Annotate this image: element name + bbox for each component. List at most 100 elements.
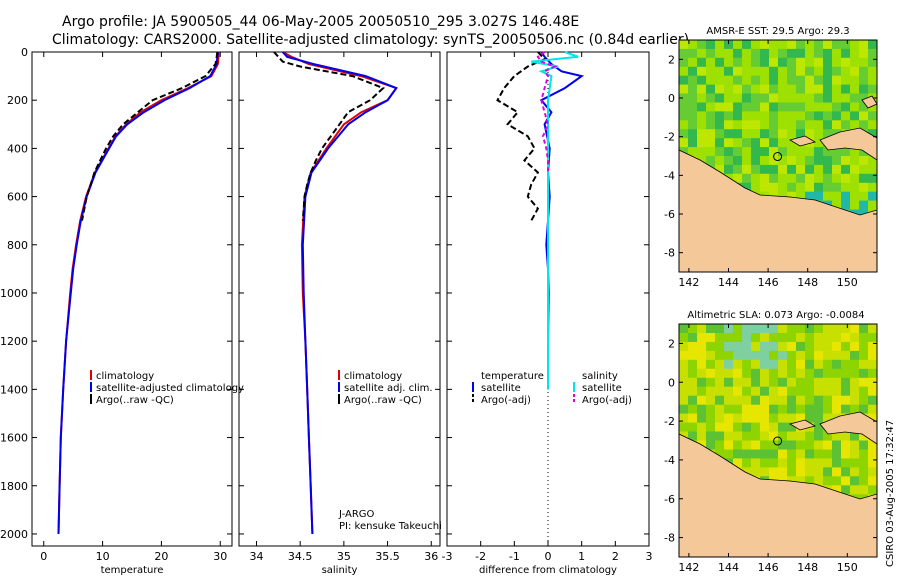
heatmap-cell [697, 147, 707, 157]
heatmap-cell [850, 191, 860, 202]
heatmap-cell [787, 449, 797, 460]
heatmap-cell [733, 75, 743, 86]
heatmap-cell [796, 191, 806, 202]
heatmap-cell [751, 138, 761, 148]
heatmap-cell [733, 147, 743, 157]
heatmap-cell [760, 102, 770, 112]
heatmap-cell [841, 40, 851, 50]
series-line-temperature-argo-adj- [496, 51, 547, 222]
heatmap-cell [769, 173, 779, 184]
heatmap-cell [742, 395, 752, 406]
heatmap-cell [868, 164, 877, 175]
header-line-1: Argo profile: JA 5900505_44 06-May-2005 … [62, 14, 579, 30]
heatmap-cell [823, 476, 833, 486]
heatmap-cell [850, 147, 860, 157]
y-tick-label: 1800 [0, 480, 28, 493]
heatmap-cell [850, 350, 860, 361]
heatmap-cell [715, 368, 725, 379]
heatmap-cell [841, 324, 851, 334]
heatmap-cell [868, 156, 877, 166]
heatmap-cell [751, 422, 761, 433]
heatmap-cell [814, 156, 824, 166]
heatmap-cell [706, 66, 716, 77]
heatmap-cell [724, 333, 734, 343]
heatmap-cell [841, 395, 851, 406]
heatmap-cell [778, 102, 788, 112]
heatmap-cell [796, 129, 806, 139]
heatmap-cell [814, 458, 824, 468]
heatmap-cell [850, 48, 860, 59]
heatmap-cell [697, 431, 707, 442]
heatmap-cell [841, 458, 851, 468]
legend-label: satellite [582, 383, 622, 394]
heatmap-cell [805, 458, 815, 468]
heatmap-cell [850, 333, 860, 343]
heatmap-cell [778, 147, 788, 157]
sst-map-land-island-2 [788, 135, 817, 147]
heatmap-cell [769, 93, 779, 103]
heatmap-cell [814, 377, 824, 388]
heatmap-cell [805, 84, 815, 95]
sla-map-land-island-2 [788, 419, 817, 431]
heatmap-cell [850, 173, 860, 184]
series-line-satellite-adjusted-climatology [57, 51, 219, 535]
heatmap-cell [787, 93, 797, 103]
heatmap-cell [778, 440, 788, 451]
heatmap-cell [823, 341, 833, 352]
heatmap-cell [859, 164, 869, 175]
heatmap-cell [832, 102, 842, 112]
heatmap-cell [850, 476, 860, 486]
heatmap-cell [868, 129, 877, 139]
heatmap-cell [805, 93, 815, 103]
heatmap-cell [832, 368, 842, 379]
heatmap-cell [706, 84, 716, 95]
heatmap-cell [715, 449, 725, 460]
heatmap-cell [850, 485, 860, 495]
heatmap-cell [823, 467, 833, 477]
heatmap-cell [814, 120, 824, 130]
heatmap-cell [841, 156, 851, 166]
heatmap-cell [859, 333, 869, 343]
heatmap-cell [823, 191, 833, 202]
heatmap-cell [742, 368, 752, 379]
heatmap-cell [688, 359, 698, 370]
heatmap-cell [823, 182, 833, 193]
sla-map-land-island-1 [819, 411, 877, 445]
x-tick-label: 0 [40, 550, 47, 563]
heatmap-cell [706, 93, 716, 103]
heatmap-cell [760, 422, 770, 433]
heatmap-cell [679, 111, 689, 121]
heatmap-cell [769, 368, 779, 379]
heatmap-cell [805, 467, 815, 477]
heatmap-cell [859, 66, 869, 77]
heatmap-cell [760, 120, 770, 130]
heatmap-cell [751, 324, 761, 334]
heatmap-cell [778, 368, 788, 379]
heatmap-cell [751, 333, 761, 343]
y-tick-label: 1000 [0, 287, 28, 300]
heatmap-cell [823, 173, 833, 184]
heatmap-cell [706, 359, 716, 370]
heatmap-cell [724, 359, 734, 370]
temperature-legend: climatology satellite-adjusted climatolo… [90, 370, 244, 406]
heatmap-cell [733, 93, 743, 103]
heatmap-cell [769, 333, 779, 343]
heatmap-cell [742, 324, 752, 334]
heatmap-cell [796, 182, 806, 193]
heatmap-cell [706, 404, 716, 415]
heatmap-cell [814, 341, 824, 352]
heatmap-cell [868, 102, 877, 112]
heatmap-cell [850, 377, 860, 388]
heatmap-cell [724, 413, 734, 424]
heatmap-cell [805, 66, 815, 77]
heatmap-cell [733, 359, 743, 370]
heatmap-cell [868, 467, 877, 477]
heatmap-cell [733, 350, 743, 361]
map-x-tick-label: 148 [797, 561, 818, 574]
map-x-tick-label: 144 [718, 561, 739, 574]
heatmap-cell [850, 395, 860, 406]
heatmap-cell [850, 75, 860, 86]
heatmap-cell [778, 164, 788, 175]
map-y-tick-label: -2 [664, 415, 675, 428]
